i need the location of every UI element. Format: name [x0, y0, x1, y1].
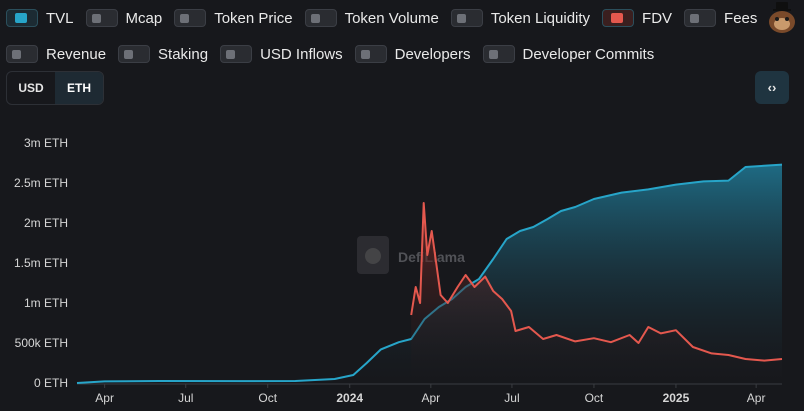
denomination-selector: USD ETH — [6, 71, 104, 105]
toggle-tvl[interactable]: TVL — [6, 8, 74, 28]
toggle-mcap[interactable]: Mcap — [85, 8, 163, 28]
x-tick-label: 2024 — [336, 391, 363, 405]
x-tick-label: 2025 — [663, 391, 690, 405]
toggle-label: Token Price — [214, 9, 293, 27]
toggle-switch — [602, 9, 635, 27]
denomination-usd-button[interactable]: USD — [18, 81, 44, 95]
fdv-series-line — [410, 202, 783, 362]
toggle-label: FDV — [642, 9, 673, 27]
toggle-label: Token Liquidity — [490, 9, 591, 27]
toggle-knob — [690, 14, 700, 23]
toggle-knob — [456, 14, 466, 23]
tvl-series-line — [76, 163, 783, 384]
toggle-token-price[interactable]: Token Price — [174, 8, 293, 28]
x-tick-label: Jul — [504, 391, 519, 405]
toggle-label: Mcap — [125, 9, 163, 27]
toggle-staking[interactable]: Staking — [118, 44, 208, 64]
x-tick-label: Jul — [178, 391, 193, 405]
toggle-fdv[interactable]: FDV — [602, 8, 672, 28]
toggle-token-liquidity[interactable]: Token Liquidity — [450, 8, 591, 28]
toggle-label: USD Inflows — [260, 45, 343, 63]
tvl-fdv-chart: 0 ETH 500k ETH 1m ETH 1.5m ETH 2m ETH 2.5m ET… — [14, 136, 783, 405]
toggle-developer-commits[interactable]: Developer Commits — [482, 44, 655, 64]
x-tick-label: Apr — [747, 391, 766, 405]
y-tick-label: 1.5m ETH — [14, 256, 68, 270]
toggle-switch — [304, 9, 337, 27]
toggle-token-volume[interactable]: Token Volume — [304, 8, 439, 28]
toggle-revenue[interactable]: Revenue — [6, 44, 106, 64]
user-avatar[interactable] — [766, 0, 798, 34]
metric-toggles: TVL Mcap Token Price Token Volume Token Liqu… — [6, 8, 766, 64]
x-tick-label: Apr — [95, 391, 114, 405]
toggle-switch — [118, 45, 151, 63]
y-tick-label: 2m ETH — [24, 216, 68, 230]
y-tick-label: 3m ETH — [24, 136, 68, 150]
tvl-area — [77, 164, 782, 383]
toggle-label: Developers — [394, 45, 471, 63]
y-tick-label: 2.5m ETH — [14, 176, 68, 190]
toggle-label: TVL — [46, 9, 74, 27]
y-tick-label: 500k ETH — [15, 336, 68, 350]
toggle-switch — [220, 45, 253, 63]
toggle-knob — [488, 50, 498, 59]
y-axis: 0 ETH 500k ETH 1m ETH 1.5m ETH 2m ETH 2.5m ET… — [14, 136, 68, 390]
toggle-knob — [15, 13, 27, 23]
x-tick-label: Oct — [585, 391, 604, 405]
y-tick-label: 1m ETH — [24, 296, 68, 310]
denomination-eth-button[interactable]: ETH — [55, 72, 103, 104]
toggle-knob — [180, 14, 190, 23]
toggle-fees[interactable]: Fees — [684, 8, 757, 28]
toggle-knob — [91, 14, 101, 23]
toggle-switch — [354, 45, 387, 63]
x-tick-label: Apr — [421, 391, 440, 405]
toggle-switch — [6, 9, 38, 27]
toggle-switch — [6, 45, 38, 63]
toggle-switch — [450, 9, 483, 27]
toggle-knob — [124, 50, 134, 59]
x-axis: Apr Jul Oct 2024 Apr Jul Oct 2025 Apr — [77, 383, 782, 405]
fdv-area — [411, 203, 782, 383]
toggle-label: Fees — [724, 9, 758, 27]
toggle-knob — [12, 50, 21, 59]
toggle-knob — [226, 50, 236, 59]
toggle-switch — [684, 9, 717, 27]
defillama-watermark: DefiLlama — [357, 236, 465, 274]
x-tick-label: Oct — [258, 391, 277, 405]
y-tick-label: 0 ETH — [34, 376, 68, 390]
toggle-switch — [85, 9, 118, 27]
toggle-switch — [482, 45, 515, 63]
toggle-label: Staking — [158, 45, 209, 63]
toggle-switch — [174, 9, 207, 27]
toggle-developers[interactable]: Developers — [354, 44, 471, 64]
toggle-label: Developer Commits — [522, 45, 655, 63]
embed-code-button[interactable]: ‹› — [755, 71, 789, 104]
toggle-knob — [360, 50, 370, 59]
toggle-usd-inflows[interactable]: USD Inflows — [220, 44, 343, 64]
toggle-label: Revenue — [46, 45, 107, 63]
toggle-label: Token Volume — [344, 9, 439, 27]
toggle-knob — [611, 13, 624, 23]
toggle-knob — [310, 14, 320, 23]
